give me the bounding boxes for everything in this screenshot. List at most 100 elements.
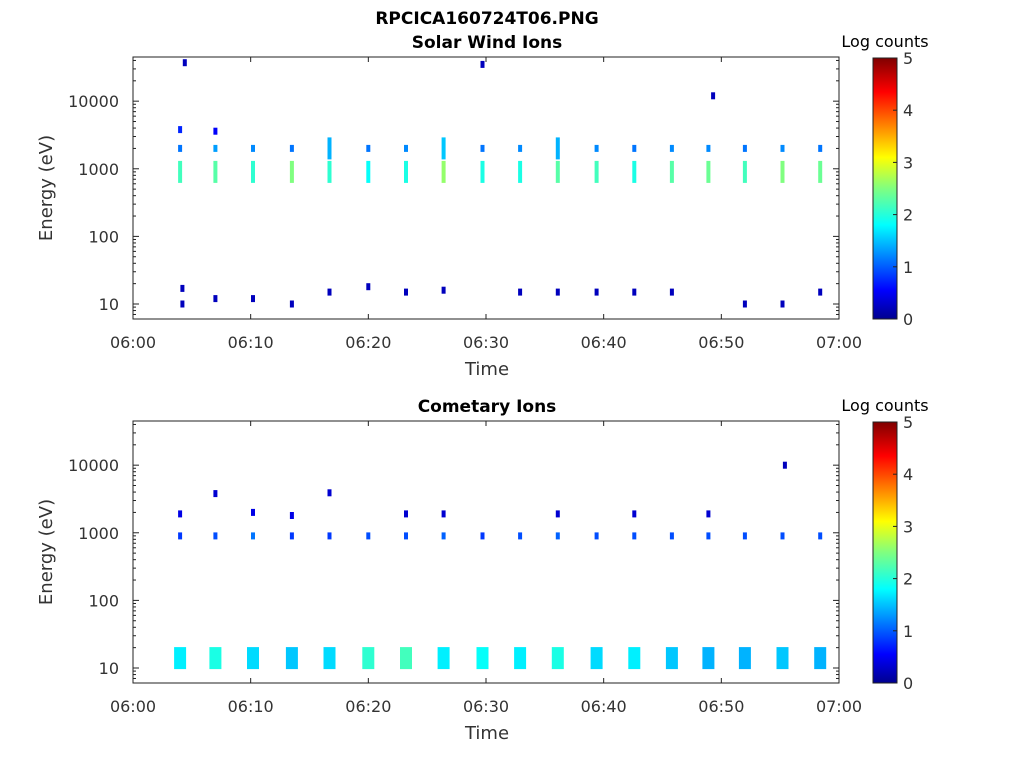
heatmap-cell (706, 510, 711, 518)
heatmap-cell (213, 144, 218, 152)
x-tick-label: 06:50 (698, 333, 744, 352)
heatmap-cell (247, 647, 259, 670)
cometary-title: Cometary Ions (418, 397, 557, 417)
x-tick-label: 06:50 (698, 697, 744, 716)
cometary-colorbar (872, 421, 898, 684)
heatmap-cell (514, 647, 527, 670)
heatmap-cell (251, 508, 255, 516)
heatmap-cell (366, 283, 371, 291)
heatmap-cell (628, 647, 641, 670)
heatmap-cell (594, 144, 599, 152)
solar-wind-y-axis: 10 100 1000 10000 (68, 59, 839, 320)
heatmap-cell (480, 60, 485, 68)
x-tick-label: 06:40 (581, 333, 627, 352)
heatmap-cell (178, 160, 183, 183)
heatmap-cell (285, 647, 298, 670)
heatmap-cell (818, 532, 823, 540)
heatmap-cell (632, 144, 637, 152)
heatmap-cell (818, 144, 823, 152)
heatmap-cell (555, 510, 560, 518)
heatmap-cell (441, 160, 446, 183)
heatmap-cell (476, 647, 489, 670)
heatmap-cell (323, 647, 336, 670)
heatmap-cell (780, 144, 785, 152)
heatmap-cell (480, 532, 485, 540)
heatmap-cell (441, 286, 446, 294)
heatmap-cell (669, 160, 674, 183)
heatmap-cell (590, 647, 603, 670)
heatmap-cell (441, 532, 446, 540)
x-tick-label: 06:00 (110, 333, 156, 352)
heatmap-cell (182, 59, 187, 67)
heatmap-cell (814, 647, 827, 670)
heatmap-cell (594, 288, 599, 296)
heatmap-cell (178, 532, 183, 540)
heatmap-cell (178, 144, 183, 152)
x-tick-label: 06:20 (345, 697, 391, 716)
heatmap-cell (327, 288, 332, 296)
heatmap-cell (742, 144, 747, 152)
colorbar-tick-label: 3 (903, 517, 913, 536)
cometary-ylabel: Energy (eV) (36, 499, 57, 605)
x-tick-label: 06:10 (228, 697, 274, 716)
cometary-y-axis: 10 100 1000 10000 (68, 423, 839, 684)
colorbar-tick-label: 0 (903, 310, 913, 329)
colorbar-tick-label: 1 (903, 622, 913, 641)
heatmap-cell (404, 532, 408, 540)
heatmap-cell (327, 532, 332, 540)
heatmap-cell (289, 532, 294, 540)
y-tick-label: 1000 (78, 160, 119, 179)
heatmap-cell (632, 288, 637, 296)
x-tick-label: 07:00 (816, 697, 862, 716)
colorbar-tick-label: 3 (903, 153, 913, 172)
heatmap-cell (180, 300, 185, 308)
y-tick-label: 1000 (78, 524, 119, 543)
figure-title: RPCICA160724T06.PNG (375, 9, 598, 29)
heatmap-cell (632, 532, 637, 540)
colorbar-tick-label: 4 (903, 101, 913, 120)
heatmap-cell (327, 489, 332, 497)
solar-wind-ylabel: Energy (eV) (36, 135, 57, 241)
y-tick-label: 10 (99, 295, 119, 314)
heatmap-cell (289, 144, 294, 152)
heatmap-cell (366, 160, 371, 183)
heatmap-cell (711, 92, 716, 100)
heatmap-cell (518, 288, 523, 296)
x-tick-label: 06:40 (581, 697, 627, 716)
solar-wind-colorbar (872, 57, 898, 320)
solar-wind-colorbar-ticks: 0 1 2 3 4 5 (893, 49, 913, 329)
y-tick-label: 100 (88, 227, 119, 246)
solar-wind-heatmap (178, 59, 823, 308)
heatmap-cell (327, 137, 332, 160)
heatmap-cell (776, 647, 789, 670)
y-tick-label: 10 (99, 659, 119, 678)
colorbar-tick-label: 2 (903, 570, 913, 589)
heatmap-cell (665, 647, 678, 670)
colorbar-tick-label: 5 (903, 49, 913, 68)
heatmap-cell (174, 647, 187, 670)
heatmap-cell (518, 144, 523, 152)
heatmap-cell (669, 288, 674, 296)
heatmap-cell (251, 160, 255, 183)
heatmap-cell (555, 532, 560, 540)
heatmap-cell (289, 300, 294, 308)
cometary-colorbar-ticks: 0 1 2 3 4 5 (893, 413, 913, 693)
heatmap-cell (404, 160, 408, 183)
heatmap-cell (180, 284, 185, 292)
heatmap-cell (555, 288, 560, 296)
heatmap-cell (702, 647, 715, 670)
heatmap-cell (213, 295, 218, 303)
solar-wind-axes-box (132, 56, 840, 320)
cometary-axes-box (132, 420, 840, 684)
heatmap-cell (706, 532, 711, 540)
heatmap-cell (518, 532, 523, 540)
y-tick-label: 10000 (68, 456, 119, 475)
heatmap-cell (669, 532, 674, 540)
heatmap-cell (780, 160, 785, 183)
heatmap-cell (441, 510, 446, 518)
heatmap-cell (441, 137, 446, 160)
heatmap-cell (366, 144, 371, 152)
heatmap-cell (213, 532, 218, 540)
colorbar-tick-label: 2 (903, 206, 913, 225)
